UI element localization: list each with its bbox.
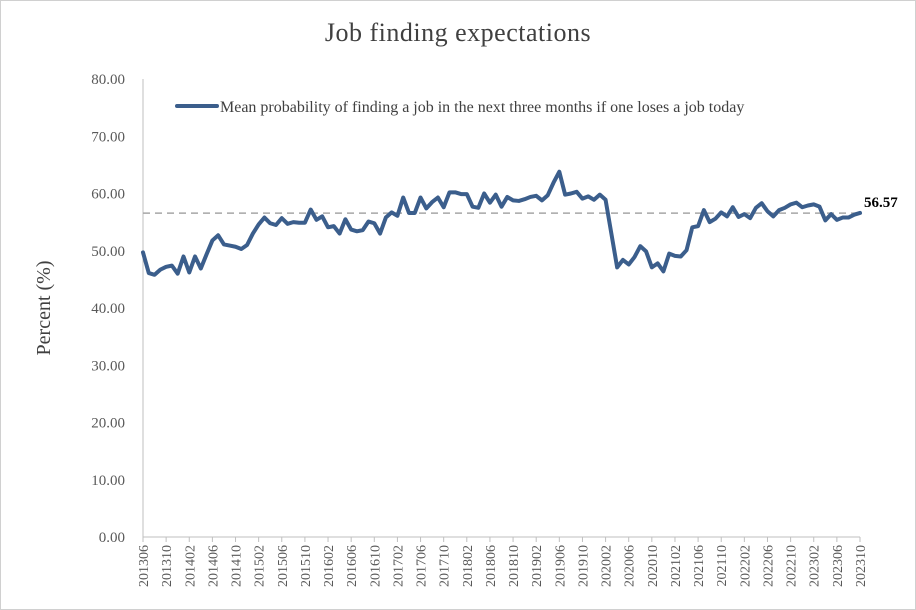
x-tick-label: 201406 <box>206 545 221 587</box>
y-tick-label: 70.00 <box>91 129 125 145</box>
legend-label: Mean probability of finding a job in the… <box>220 99 744 116</box>
x-tick-label: 202002 <box>600 545 615 587</box>
x-tick-label: 202202 <box>738 545 753 587</box>
x-tick-label: 202110 <box>715 545 730 586</box>
x-tick-label: 201710 <box>438 545 453 587</box>
x-tick-label: 201410 <box>230 545 245 587</box>
x-tick-label: 201902 <box>530 545 545 587</box>
y-tick-label: 0.00 <box>99 530 125 546</box>
x-tick-label: 202106 <box>692 545 707 587</box>
x-tick-label: 201602 <box>322 545 337 587</box>
x-tick-label: 201506 <box>276 545 291 587</box>
x-tick-label: 202210 <box>785 545 800 587</box>
x-tick-label: 202206 <box>761 545 776 587</box>
x-tick-label: 201810 <box>507 545 522 587</box>
y-tick-label: 40.00 <box>91 301 125 317</box>
series-line <box>141 169 862 277</box>
reference-value-label: 56.57 <box>864 195 898 211</box>
x-tick-label: 202306 <box>831 545 846 587</box>
y-tick-label: 20.00 <box>91 416 125 432</box>
y-tick-label: 10.00 <box>91 473 125 489</box>
y-tick-label: 50.00 <box>91 244 125 260</box>
y-tick-label: 80.00 <box>91 72 125 88</box>
y-axis-label: Percent (%) <box>33 261 55 356</box>
x-tick-label: 202006 <box>623 545 638 587</box>
x-tick-label: 201806 <box>484 545 499 587</box>
x-tick-label: 202302 <box>808 545 823 587</box>
y-tick-label: 60.00 <box>91 187 125 203</box>
x-tick-label: 201306 <box>137 545 152 587</box>
x-tick-label: 201510 <box>299 545 314 587</box>
x-tick-label: 201502 <box>253 545 268 587</box>
x-tick-label: 201706 <box>415 545 430 587</box>
legend: Mean probability of finding a job in the… <box>175 99 744 116</box>
y-tick-label: 30.00 <box>91 358 125 374</box>
x-tick-label: 201402 <box>183 545 198 587</box>
x-tick-label: 202310 <box>854 545 869 587</box>
x-tick-label: 201906 <box>553 545 568 587</box>
x-tick-label: 201802 <box>461 545 476 587</box>
x-tick-label: 201702 <box>391 545 406 587</box>
x-tick-label: 202010 <box>646 545 661 587</box>
x-tick-label: 201606 <box>345 545 360 587</box>
x-tick-label: 201910 <box>576 545 591 587</box>
x-tick-label: 202102 <box>669 545 684 587</box>
x-tick-label: 201610 <box>368 545 383 587</box>
chart-title: Job finding expectations <box>324 18 592 47</box>
x-tick-label: 201310 <box>160 545 175 587</box>
